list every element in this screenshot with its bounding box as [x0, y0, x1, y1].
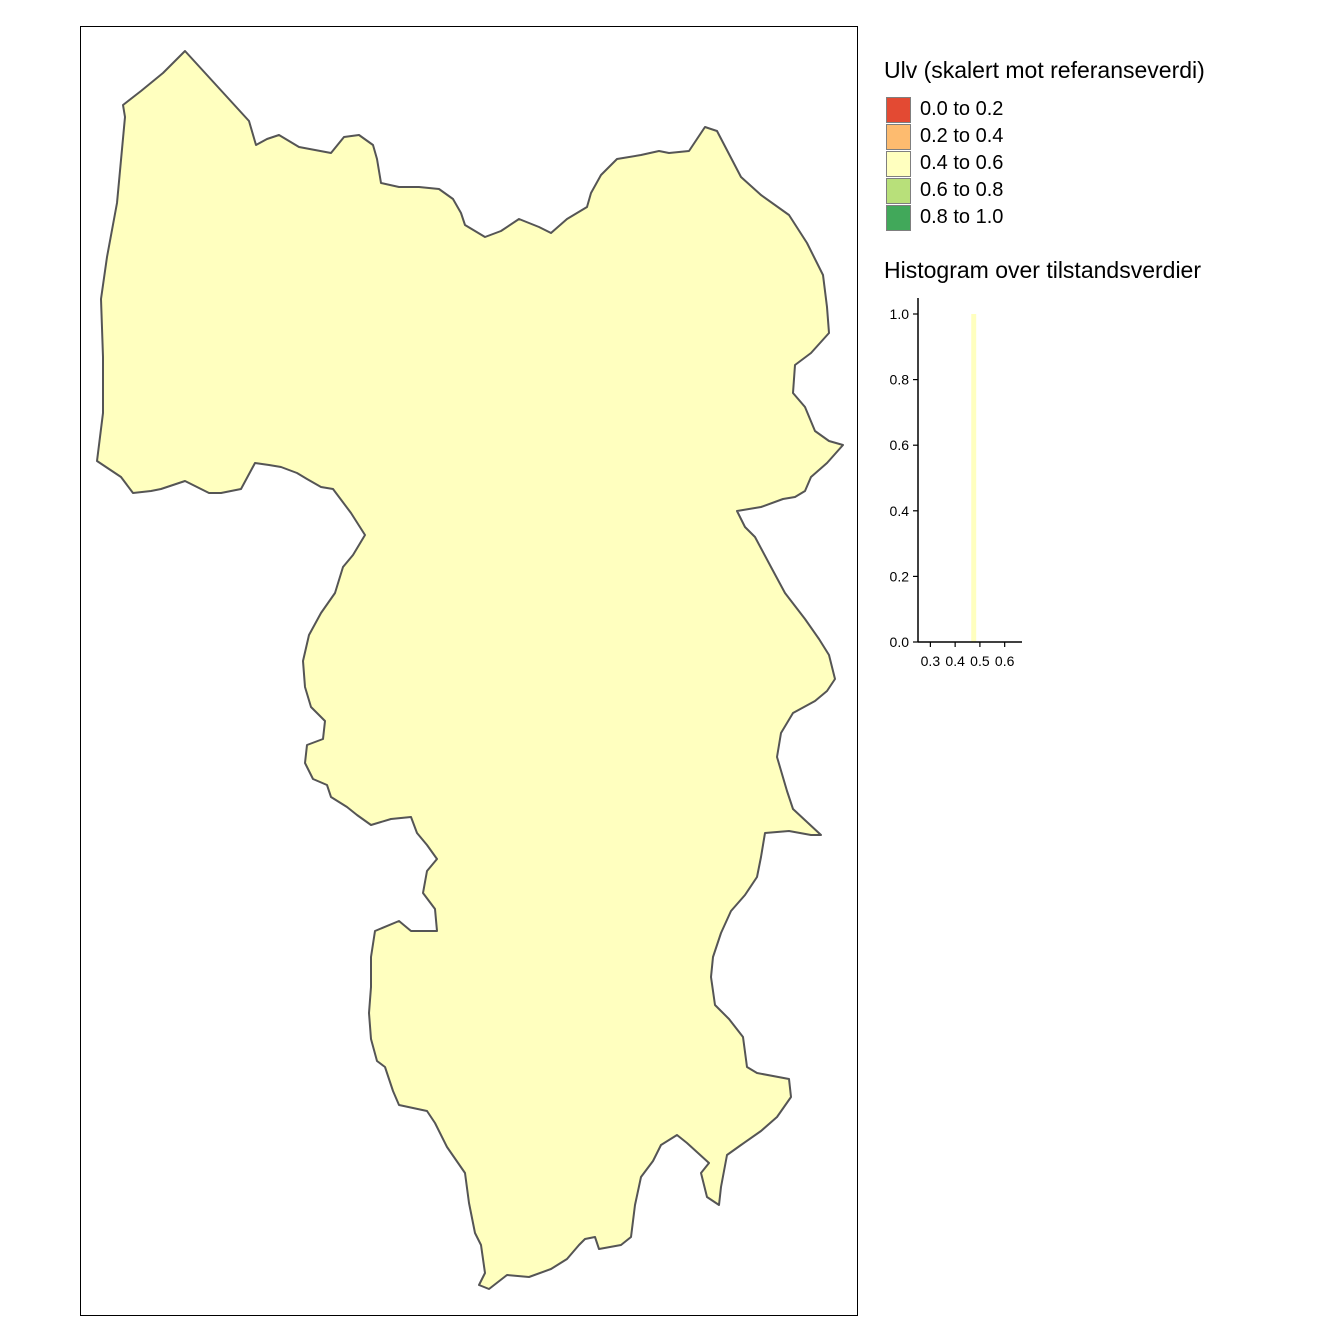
- legend-item: 0.8 to 1.0: [886, 204, 1003, 231]
- x-tick-label: 0.5: [970, 653, 990, 669]
- y-tick-label: 0.8: [890, 372, 910, 388]
- map-frame: [80, 26, 858, 1316]
- histogram-chart: 0.00.20.40.60.81.00.3 0.4 0.5 0.6: [890, 298, 1022, 669]
- legend: 0.0 to 0.2 0.2 to 0.4 0.4 to 0.6 0.6 to 0.8…: [886, 96, 1003, 231]
- legend-item: 0.4 to 0.6: [886, 150, 1003, 177]
- y-tick-label: 0.0: [890, 634, 910, 650]
- x-tick-label: 0.4: [945, 653, 965, 669]
- legend-item: 0.6 to 0.8: [886, 177, 1003, 204]
- x-tick-label: 0.6: [995, 653, 1015, 669]
- histogram-bar: [971, 314, 977, 642]
- legend-label: 0.0 to 0.2: [920, 98, 1004, 120]
- legend-title: Ulv (skalert mot referanseverdi): [884, 57, 1205, 83]
- y-tick-label: 0.4: [890, 503, 910, 519]
- legend-swatch: [886, 123, 911, 150]
- legend-label: 0.8 to 1.0: [920, 206, 1004, 228]
- legend-label: 0.4 to 0.6: [920, 152, 1004, 174]
- legend-label: 0.6 to 0.8: [920, 179, 1004, 201]
- legend-item: 0.0 to 0.2: [886, 96, 1003, 123]
- legend-swatch: [886, 177, 911, 204]
- y-tick-label: 1.0: [890, 306, 910, 322]
- map-region: [96, 50, 844, 1290]
- legend-label: 0.2 to 0.4: [920, 125, 1004, 147]
- y-tick-label: 0.6: [890, 437, 910, 453]
- legend-swatch: [886, 96, 911, 123]
- legend-swatch: [886, 150, 911, 177]
- region-polygon: [96, 50, 844, 1290]
- legend-item: 0.2 to 0.4: [886, 123, 1003, 150]
- x-tick-label: 0.3: [921, 653, 941, 669]
- legend-swatch: [886, 204, 911, 231]
- y-tick-label: 0.2: [890, 568, 910, 584]
- histogram-title: Histogram over tilstandsverdier: [884, 257, 1202, 283]
